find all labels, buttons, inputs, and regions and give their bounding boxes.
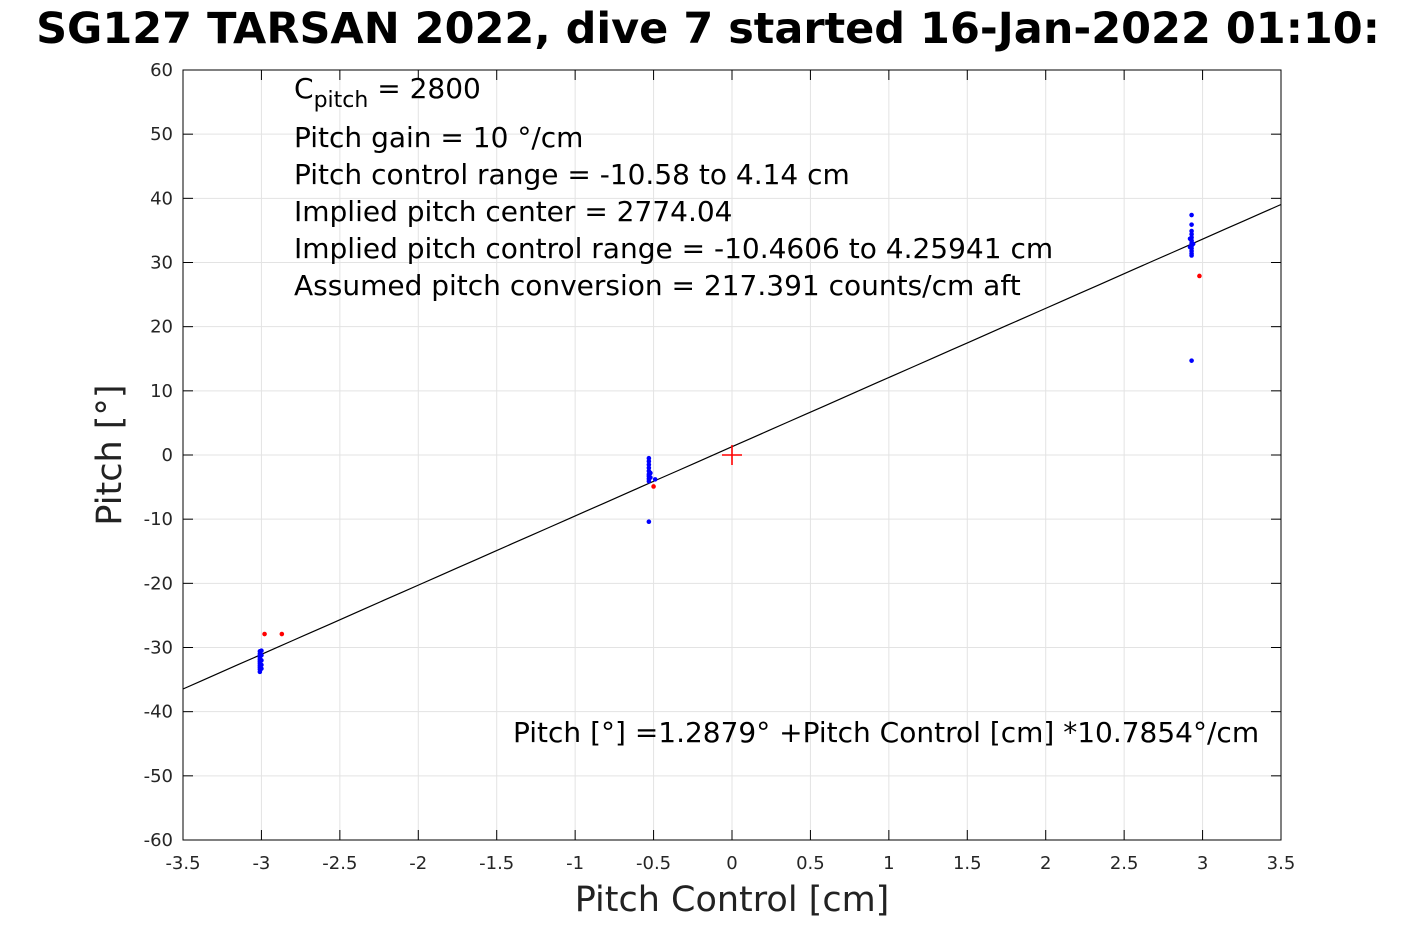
data-point-blue [648,475,653,480]
y-tick-label: 0 [162,445,173,466]
x-tick-label: -2.5 [322,853,357,874]
data-point-blue [259,648,264,654]
y-tick-label: -60 [144,830,173,851]
annotation-line-control-range: Pitch control range = -10.58 to 4.14 cm [294,158,850,191]
data-point-red [262,631,267,637]
data-point-blue [646,519,652,525]
y-tick-label: -10 [144,509,173,530]
y-tick-label: 50 [150,124,173,145]
y-tick-label: 40 [150,188,173,209]
x-tick-label: -1 [566,853,584,874]
data-point-blue [1190,241,1196,247]
x-tick-label: 2 [1040,853,1051,874]
data-point-blue [1187,236,1193,242]
x-tick-label: -3.5 [165,853,200,874]
x-tick-label: 1 [883,853,894,874]
x-tick-label: 0.5 [796,853,825,874]
data-points [257,212,1202,675]
annotation-line-implied-center: Implied pitch center = 2774.04 [294,195,733,228]
data-point-blue [646,462,652,467]
tick-labels: -3.5 -3 -2.5 -2 -1.5 -1 -0.5 0 0.5 1 1.5 2 2.5 3 3.5 60… [144,60,1296,874]
ticks [182,69,1282,841]
annotation-block: Cpitch = 2800 Pitch gain = 10 °/cm Pitch… [294,70,1053,304]
x-tick-label: 3.5 [1267,853,1296,874]
data-point-blue [646,465,652,471]
x-tick-label: 1.5 [953,853,982,874]
data-point-blue [259,652,264,658]
data-point-blue [652,477,658,482]
data-point-red [651,484,656,489]
y-tick-label: 60 [150,60,173,81]
y-tick-label: 30 [150,253,173,274]
fit-equation-label: Pitch [°] =1.2879° +Pitch Control [cm] *… [513,716,1260,749]
y-tick-label: -30 [144,638,173,659]
data-point-blue [259,666,264,671]
x-tick-label: -1.5 [479,853,514,874]
data-point-blue [1189,231,1194,237]
data-point-blue [1189,212,1194,218]
y-axis-label: Pitch [°] [90,384,130,526]
x-axis-label: Pitch Control [cm] [574,880,890,920]
data-point-blue [259,658,264,663]
annotation-line-conversion: Assumed pitch conversion = 217.391 count… [294,269,1021,302]
x-tick-label: 3 [1197,853,1208,874]
data-point-red [279,631,285,637]
data-point-blue [1189,228,1194,234]
x-tick-label: -0.5 [636,853,671,874]
x-tick-label: 0 [726,853,737,874]
x-tick-label: -2 [409,853,427,874]
y-tick-label: 10 [150,381,173,402]
data-point-blue [1189,253,1194,258]
data-point-blue [259,662,264,668]
y-tick-label: -20 [144,573,173,594]
data-point-blue [1189,358,1194,363]
data-point-blue [1189,222,1194,227]
chart-title: SG127 TARSAN 2022, dive 7 started 16-Jan… [36,4,1380,54]
y-tick-label: -40 [144,702,173,723]
annotation-line-implied-range: Implied pitch control range = -10.4606 t… [294,232,1054,265]
pitch-center-marker [722,445,742,465]
annotation-line-pitch-gain: Pitch gain = 10 °/cm [294,121,584,154]
data-point-blue [1187,244,1193,250]
x-tick-label: -3 [252,853,270,874]
data-point-blue [646,459,652,464]
y-tick-label: 20 [150,317,173,338]
data-point-blue [646,455,652,461]
data-point-blue [646,479,652,484]
y-tick-label: -50 [144,766,173,787]
x-tick-label: 2.5 [1110,853,1139,874]
annotation-line-cpitch: Cpitch = 2800 [294,72,481,113]
data-point-blue [648,470,653,476]
data-point-red [1197,273,1202,279]
